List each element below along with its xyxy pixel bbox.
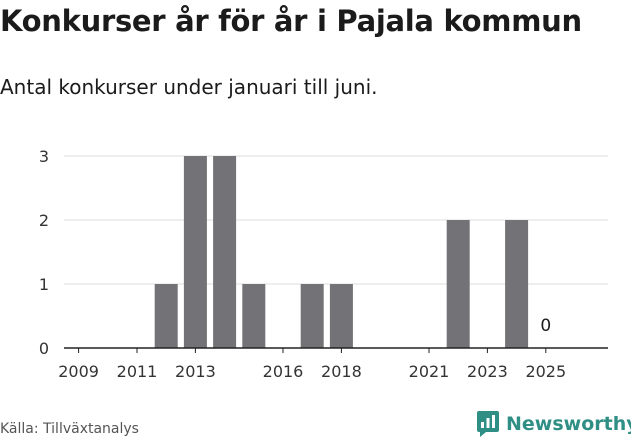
y-tick-label: 2: [39, 211, 49, 230]
labels: 0 1 2 3 2009 2011 2013 2016 2018 2021 2023 2025 0: [39, 147, 566, 381]
source-note: Källa: Tillväxtanalys: [0, 421, 139, 437]
bar-2017: [300, 284, 324, 348]
bar-2018: [329, 284, 353, 348]
axes: [64, 347, 608, 353]
newsworthy-logo-icon: [477, 411, 499, 437]
x-tick-label: 2023: [467, 362, 508, 381]
brand-logo[interactable]: Newsworthy: [476, 408, 631, 440]
x-tick-label: 2025: [525, 362, 566, 381]
bar-2014: [213, 156, 237, 348]
x-tick-label: 2018: [321, 362, 362, 381]
brand-name: Newsworthy: [506, 413, 631, 435]
bar-chart: 0 1 2 3 2009 2011 2013 2016 2018 2021 2023 2025 0: [39, 147, 608, 381]
bar-2024: [505, 220, 529, 348]
y-tick-label: 1: [39, 275, 49, 294]
bar-2013: [183, 156, 207, 348]
x-tick-label: 2016: [263, 362, 304, 381]
value-label: 0: [540, 316, 551, 336]
chart-subtitle: Antal konkurser under januari till juni.: [0, 75, 378, 99]
x-tick-label: 2009: [58, 362, 99, 381]
x-tick-label: 2021: [409, 362, 450, 381]
bar-2022: [446, 220, 470, 348]
x-tick-label: 2013: [175, 362, 216, 381]
bars: [154, 156, 529, 348]
y-tick-label: 0: [39, 339, 49, 358]
x-tick-label: 2011: [117, 362, 158, 381]
chart-title: Konkurser år för år i Pajala kommun: [0, 4, 582, 38]
y-tick-label: 3: [39, 147, 49, 166]
bar-2015: [242, 284, 266, 348]
bar-2012: [154, 284, 178, 348]
